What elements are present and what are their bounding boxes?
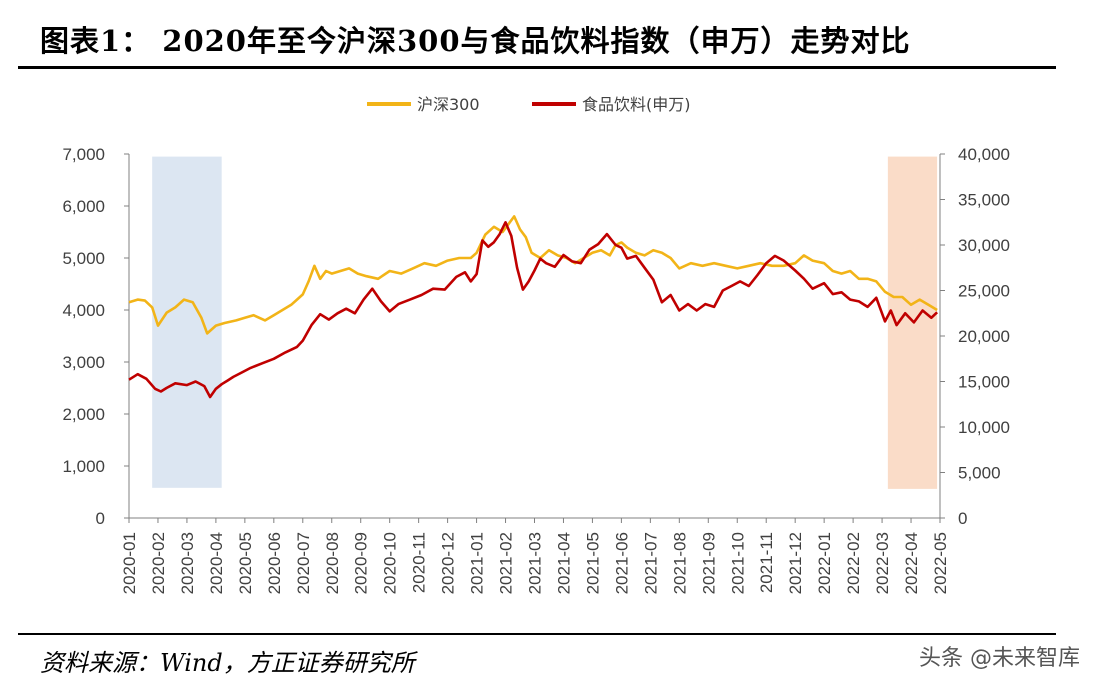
axes: 0 1,000 2,000 3,000 4,000 5,000 6,000 7,000 0 5,0…: [62, 145, 1010, 594]
y-right-tick-label: 30,000: [958, 236, 1010, 255]
x-tick-label: 2021-03: [526, 532, 545, 594]
x-tick-label: 2022-02: [844, 532, 863, 594]
x-tick-label: 2022-05: [931, 532, 950, 594]
series-lines: [128, 215, 938, 399]
shaded-region-1: [152, 156, 222, 488]
x-tick-label: 2021-01: [468, 532, 487, 594]
x-tick-label: 2021-12: [786, 532, 805, 594]
x-tick-label: 2020-04: [207, 532, 226, 594]
x-tick-label: 2020-12: [439, 532, 458, 594]
x-tick-label: 2020-07: [294, 532, 313, 594]
x-tick-label: 2022-04: [902, 532, 921, 594]
y-left-tick-label: 7,000: [62, 145, 105, 164]
legend: 沪深300 食品饮料(申万): [367, 95, 691, 114]
x-tick-label: 2020-08: [323, 532, 342, 594]
y-right-tick-label: 25,000: [958, 282, 1010, 301]
source-rule: [18, 633, 1056, 635]
x-tick-label: 2022-03: [873, 532, 892, 594]
y-left-tick-label: 6,000: [62, 197, 105, 216]
x-tick-label: 2020-09: [352, 532, 371, 594]
y-right-tick-label: 0: [958, 509, 967, 528]
x-tick-label: 2021-05: [583, 532, 602, 594]
legend-label-1: 沪深300: [417, 95, 480, 114]
series-line-1: [128, 215, 938, 335]
x-tick-label: 2021-08: [670, 532, 689, 594]
y-left-tick-label: 0: [96, 509, 105, 528]
y-right-tick-label: 35,000: [958, 191, 1010, 210]
x-tick-label: 2020-02: [149, 532, 168, 594]
y-left-tick-label: 5,000: [62, 249, 105, 268]
series-line-2: [128, 221, 938, 399]
y-right-tick-label: 20,000: [958, 327, 1010, 346]
x-tick-label: 2020-01: [120, 532, 139, 594]
x-tick-label: 2021-04: [554, 532, 573, 594]
y-left-tick-label: 1,000: [62, 457, 105, 476]
x-tick-label: 2021-10: [728, 532, 747, 594]
legend-label-2: 食品饮料(申万): [582, 95, 691, 114]
x-tick-label: 2021-02: [497, 532, 516, 594]
y-left-tick-label: 2,000: [62, 405, 105, 424]
x-tick-label: 2020-10: [381, 532, 400, 594]
shaded-regions: [152, 156, 938, 489]
chart-title: 图表1： 2020年至今沪深300与食品饮料指数（申万）走势对比: [40, 24, 911, 58]
y-right-tick-label: 5,000: [958, 464, 1001, 483]
x-tick-label: 2021-11: [757, 532, 776, 593]
x-tick-label: 2020-05: [236, 532, 255, 594]
y-left-tick-label: 3,000: [62, 353, 105, 372]
x-tick-label: 2021-06: [612, 532, 631, 594]
watermark: 头条 @未来智库: [919, 646, 1080, 671]
x-tick-label: 2020-03: [178, 532, 197, 594]
x-tick-label: 2022-01: [815, 532, 834, 594]
x-tick-label: 2021-07: [641, 532, 660, 594]
x-tick-label: 2021-09: [699, 532, 718, 594]
y-left-tick-label: 4,000: [62, 301, 105, 320]
source-note: 资料来源：Wind，方正证券研究所: [40, 649, 415, 677]
x-tick-label: 2020-06: [265, 532, 284, 594]
y-right-tick-label: 40,000: [958, 145, 1010, 164]
title-rule: [18, 66, 1056, 69]
x-tick-label: 2020-11: [410, 532, 429, 593]
y-right-tick-label: 15,000: [958, 373, 1010, 392]
y-right-tick-label: 10,000: [958, 418, 1010, 437]
